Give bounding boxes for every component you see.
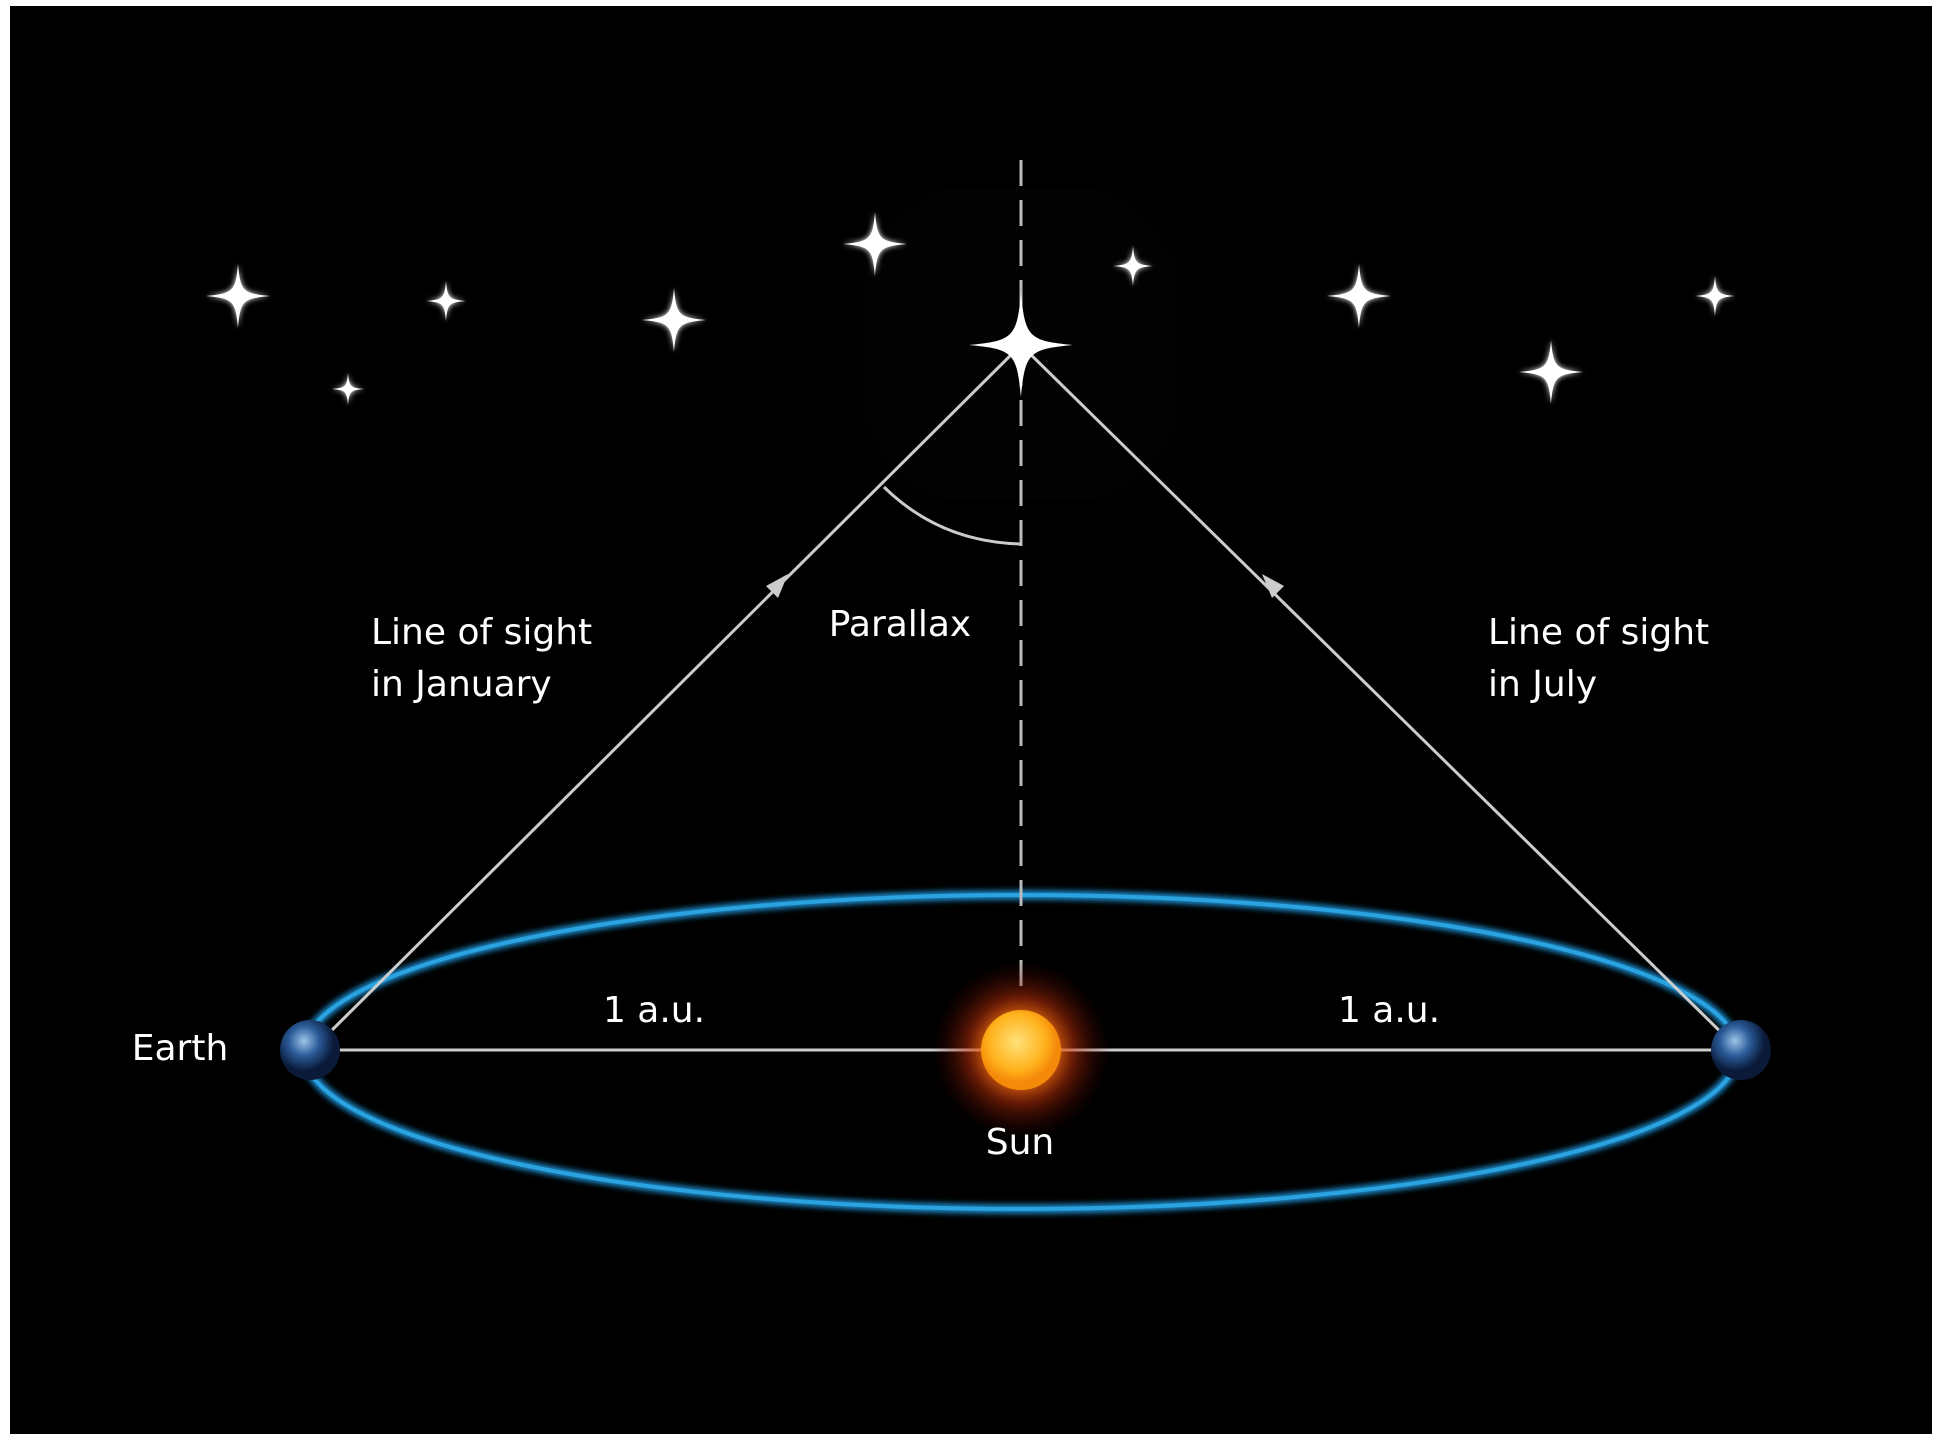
earth-july [1711,1020,1771,1080]
earth-january [280,1020,340,1080]
sun [981,1010,1061,1090]
label-july-2: in July [1488,664,1597,705]
label-july-1: Line of sight [1488,612,1709,653]
page: {"labels": { "line_of_sight_january": ["… [0,0,1940,1441]
label-january-1: Line of sight [371,612,592,653]
label-au-right: 1 a.u. [1338,990,1440,1031]
label-earth: Earth [132,1028,229,1069]
label-january-2: in January [371,664,552,705]
label-au-left: 1 a.u. [603,990,705,1031]
label-sun: Sun [986,1122,1054,1163]
background [10,6,1932,1434]
parallax-diagram: Line of sight in January Line of sight i… [0,0,1940,1441]
label-parallax: Parallax [829,604,971,645]
